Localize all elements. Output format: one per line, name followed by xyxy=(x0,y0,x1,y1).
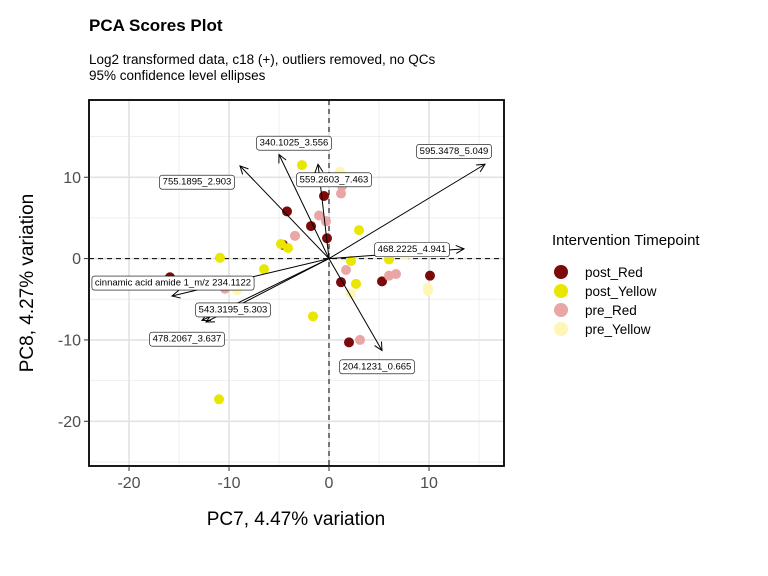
y-tick-label: -10 xyxy=(58,332,81,349)
loading-label: 204.1231_0.665 xyxy=(343,361,412,372)
legend-label: pre_Red xyxy=(585,303,637,318)
data-point-post_Red xyxy=(282,206,292,217)
loading-label-background xyxy=(416,144,492,159)
data-point-post_Red xyxy=(306,221,316,232)
loading-label: cinnamic acid amide 1_m/z 234.1122 xyxy=(95,278,251,289)
data-point-pre_Red xyxy=(321,216,331,227)
loading-label: 559.2603_7.463 xyxy=(300,174,369,185)
legend: Intervention Timepoint post_Red post_Yell… xyxy=(552,232,700,337)
data-point-post_Red xyxy=(319,190,329,201)
legend-key-post_Red xyxy=(554,265,568,279)
loading-arrows: 340.1025_3.556 595.3478_5.049 755.1895_2.9… xyxy=(91,135,492,375)
data-point-pre_Red xyxy=(290,230,300,241)
loading-label-box: 468.2225_4.941 xyxy=(374,242,450,258)
loading-label-background xyxy=(374,242,450,258)
x-axis-ticks: -20 -10 0 10 xyxy=(117,466,438,492)
data-point-pre_Red xyxy=(336,188,346,199)
y-tick-label: -20 xyxy=(58,414,81,431)
data-point-post_Yellow xyxy=(308,311,318,322)
data-point-post_Yellow xyxy=(215,252,225,263)
x-tick-label: 0 xyxy=(325,475,334,492)
loading-label: 595.3478_5.049 xyxy=(420,146,489,157)
loading-label-background xyxy=(91,275,255,291)
data-point-pre_Red xyxy=(341,264,351,275)
loading-arrow xyxy=(240,166,330,259)
loading-label-box: 559.2603_7.463 xyxy=(296,172,372,188)
data-point-pre_Red xyxy=(314,210,324,221)
loading-arrow xyxy=(328,258,382,351)
x-tick-label: 10 xyxy=(420,475,438,492)
data-point-post_Red xyxy=(425,270,435,281)
chart-subtitle-line-1: Log2 transformed data, c18 (+), outliers… xyxy=(89,52,436,67)
loading-label-box: 595.3478_5.049 xyxy=(416,144,492,159)
reference-lines xyxy=(89,100,504,466)
chart-subtitle-line-2: 95% confidence level ellipses xyxy=(89,68,266,83)
loading-label-box: 340.1025_3.556 xyxy=(256,135,332,151)
x-axis-title: PC7, 4.47% variation xyxy=(207,509,386,530)
loading-arrow xyxy=(279,154,330,259)
data-point-post_Yellow xyxy=(297,160,307,171)
loading-label-background xyxy=(296,172,372,188)
loading-label-box: 755.1895_2.903 xyxy=(159,174,235,190)
loading-label-background xyxy=(339,359,415,375)
y-axis-ticks: -20 -10 0 10 xyxy=(58,170,89,431)
loading-label-background xyxy=(159,174,235,190)
data-point-pre_Red xyxy=(391,269,401,280)
x-tick-label: -10 xyxy=(217,475,240,492)
y-tick-label: 0 xyxy=(72,251,81,268)
x-tick-label: -20 xyxy=(117,475,140,492)
loading-label: 755.1895_2.903 xyxy=(163,177,232,188)
loading-label-box: cinnamic acid amide 1_m/z 234.1122 xyxy=(91,275,255,291)
legend-key-pre_Red xyxy=(554,303,568,317)
data-point-post_Yellow xyxy=(354,225,364,236)
loading-label: 543.3195_5.303 xyxy=(199,304,268,315)
legend-title: Intervention Timepoint xyxy=(552,232,700,249)
legend-label: post_Yellow xyxy=(585,284,657,299)
data-point-pre_Yellow xyxy=(423,286,433,297)
loading-arrow xyxy=(328,164,485,260)
legend-key-pre_Yellow xyxy=(554,322,568,336)
loading-label-background xyxy=(195,302,271,318)
legend-label: pre_Yellow xyxy=(585,322,651,337)
data-point-post_Yellow xyxy=(214,394,224,405)
loading-label: 468.2225_4.941 xyxy=(378,244,447,255)
plot-border xyxy=(88,99,505,467)
data-point-post_Red xyxy=(377,276,387,287)
data-point-pre_Red xyxy=(355,334,365,345)
legend-key-post_Yellow xyxy=(554,284,568,298)
data-point-post_Yellow xyxy=(259,264,269,275)
data-point-post_Red xyxy=(344,337,354,348)
chart-title: PCA Scores Plot xyxy=(89,16,223,35)
data-point-post_Yellow xyxy=(351,278,361,289)
loading-label-background xyxy=(256,135,332,151)
y-tick-label: 10 xyxy=(63,170,81,187)
legend-label: post_Red xyxy=(585,265,643,280)
loading-label: 478.2067_3.637 xyxy=(153,334,222,345)
data-point-post_Yellow xyxy=(276,238,286,249)
loading-label: 340.1025_3.556 xyxy=(260,138,329,149)
y-axis-title: PC8, 4.27% variation xyxy=(17,194,38,373)
plot-frame xyxy=(88,99,505,467)
loading-label-box: 543.3195_5.303 xyxy=(195,302,271,318)
loading-label-box: 204.1231_0.665 xyxy=(339,359,415,375)
loading-label-background xyxy=(149,331,225,347)
data-point-pre_Yellow xyxy=(346,288,356,299)
loading-label-box: 478.2067_3.637 xyxy=(149,331,225,347)
data-point-post_Yellow xyxy=(346,256,356,267)
